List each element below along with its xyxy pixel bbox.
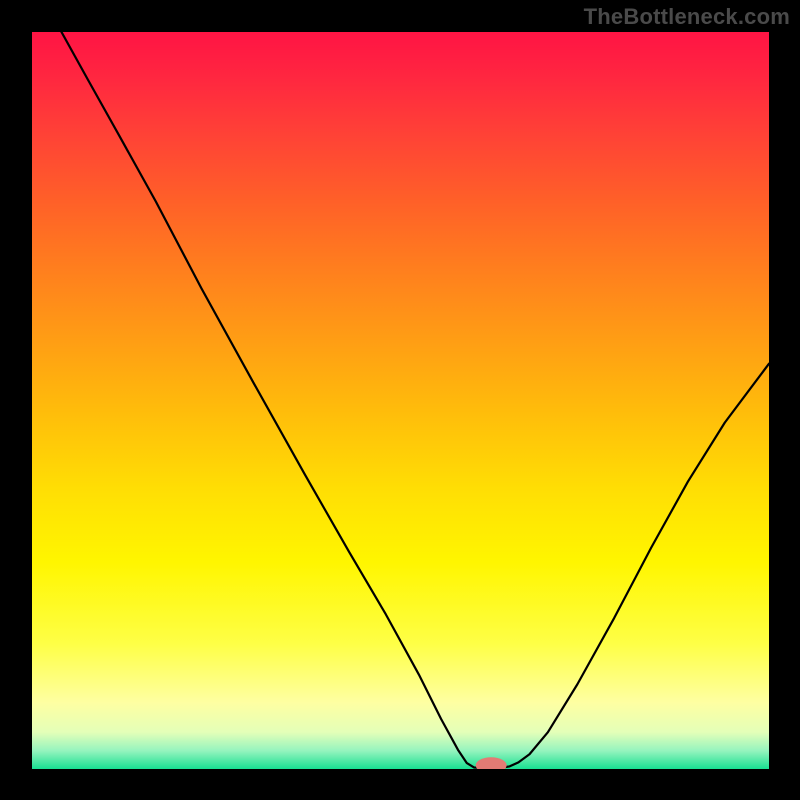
gradient-chart-svg — [32, 32, 769, 769]
plot-area — [32, 32, 769, 769]
gradient-background — [32, 32, 769, 769]
chart-frame: TheBottleneck.com — [0, 0, 800, 800]
attribution-label: TheBottleneck.com — [584, 4, 790, 30]
